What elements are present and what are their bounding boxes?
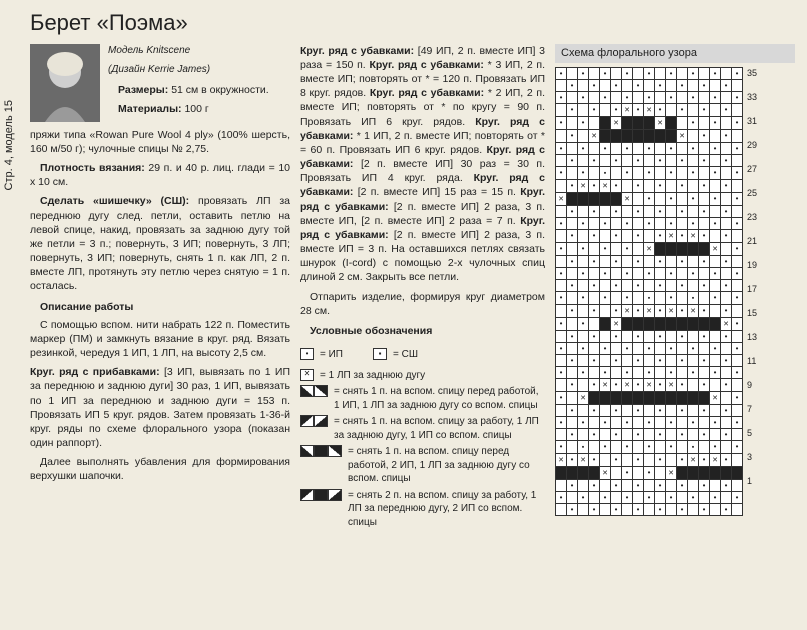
legend-heading: Условные обозначения [300,324,545,338]
materials-text-start: 100 г [184,103,208,115]
work-p1: С помощью вспом. нити набрать 122 п. Пом… [30,318,290,361]
symbol-tbl: ✕ [300,369,314,381]
symbol-cable-a [300,385,328,397]
symbol-ip: • [300,348,314,360]
legend-c: = снять 1 п. на вспом. спицу перед работ… [348,445,545,486]
materials-label: Материалы: [118,103,182,115]
credit-source: Модель Knitscene [108,44,269,58]
chart-title: Схема флорального узора [555,44,795,63]
legend-block: • = ИП ▪ = СШ ✕ = 1 ЛП за заднюю дугу = … [300,348,545,529]
inc-text: [3 ИП, вывязать по 1 ИП за переднюю и за… [30,366,290,449]
dec1-label: Круг. ряд с убавками: [300,45,414,57]
legend-b: = снять 1 п. на вспом. спицу за работу, … [334,415,545,442]
finishing-text: Отпарить изделие, формируя круг диаметро… [300,290,545,318]
symbol-ssh: ▪ [373,348,387,360]
bobble-label: Сделать «шишечку» (СШ): [40,195,189,207]
document-title: Берет «Поэма» [12,8,795,38]
density-label: Плотность вязания: [40,162,145,174]
page-reference: Стр. 4, модель 15 [2,100,17,191]
work-heading: Описание работы [30,300,290,314]
dec3-label: Круг. ряд с убавками: [370,87,484,99]
dec6-text: [2 п. вместе ИП] 15 раз = 15 п. [358,186,516,198]
legend-a: = снять 1 п. на вспом. спицу перед работ… [334,385,545,412]
knitting-chart [555,67,743,516]
model-photo [30,44,100,122]
main-content: Модель Knitscene (Дизайн Kerrie James) Р… [12,44,795,532]
inc-label: Круг. ряд с прибавками: [30,366,160,378]
materials-text: пряжи типа «Rowan Pure Wool 4 ply» (100%… [30,128,290,156]
chart-row-numbers: 3533312927252321191715131197531 [747,67,757,487]
symbol-cable-b [300,415,328,427]
dec2-label: Круг. ряд с убавками: [370,59,484,71]
credit-designer: (Дизайн Kerrie James) [108,63,269,77]
right-column: Схема флорального узора 3533312927252321… [555,44,795,532]
left-column: Модель Knitscene (Дизайн Kerrie James) Р… [30,44,290,532]
symbol-cable-d [300,489,342,501]
sizes-label: Размеры: [118,84,168,96]
bobble-text: провязать ЛП за переднюю дугу след. петл… [30,195,290,292]
work-p2: Далее выполнять убавления для формирован… [30,455,290,483]
middle-column: Круг. ряд с убавками: [49 ИП, 2 п. вмест… [300,44,545,532]
legend-ssh: = СШ [393,348,418,362]
symbol-cable-c [300,445,342,457]
legend-d: = снять 2 п. на вспом. спицу за работу, … [348,489,545,530]
legend-ip: = ИП [320,348,343,362]
sizes-text: 51 см в окружности. [171,84,269,96]
legend-tbl: = 1 ЛП за заднюю дугу [320,369,425,383]
